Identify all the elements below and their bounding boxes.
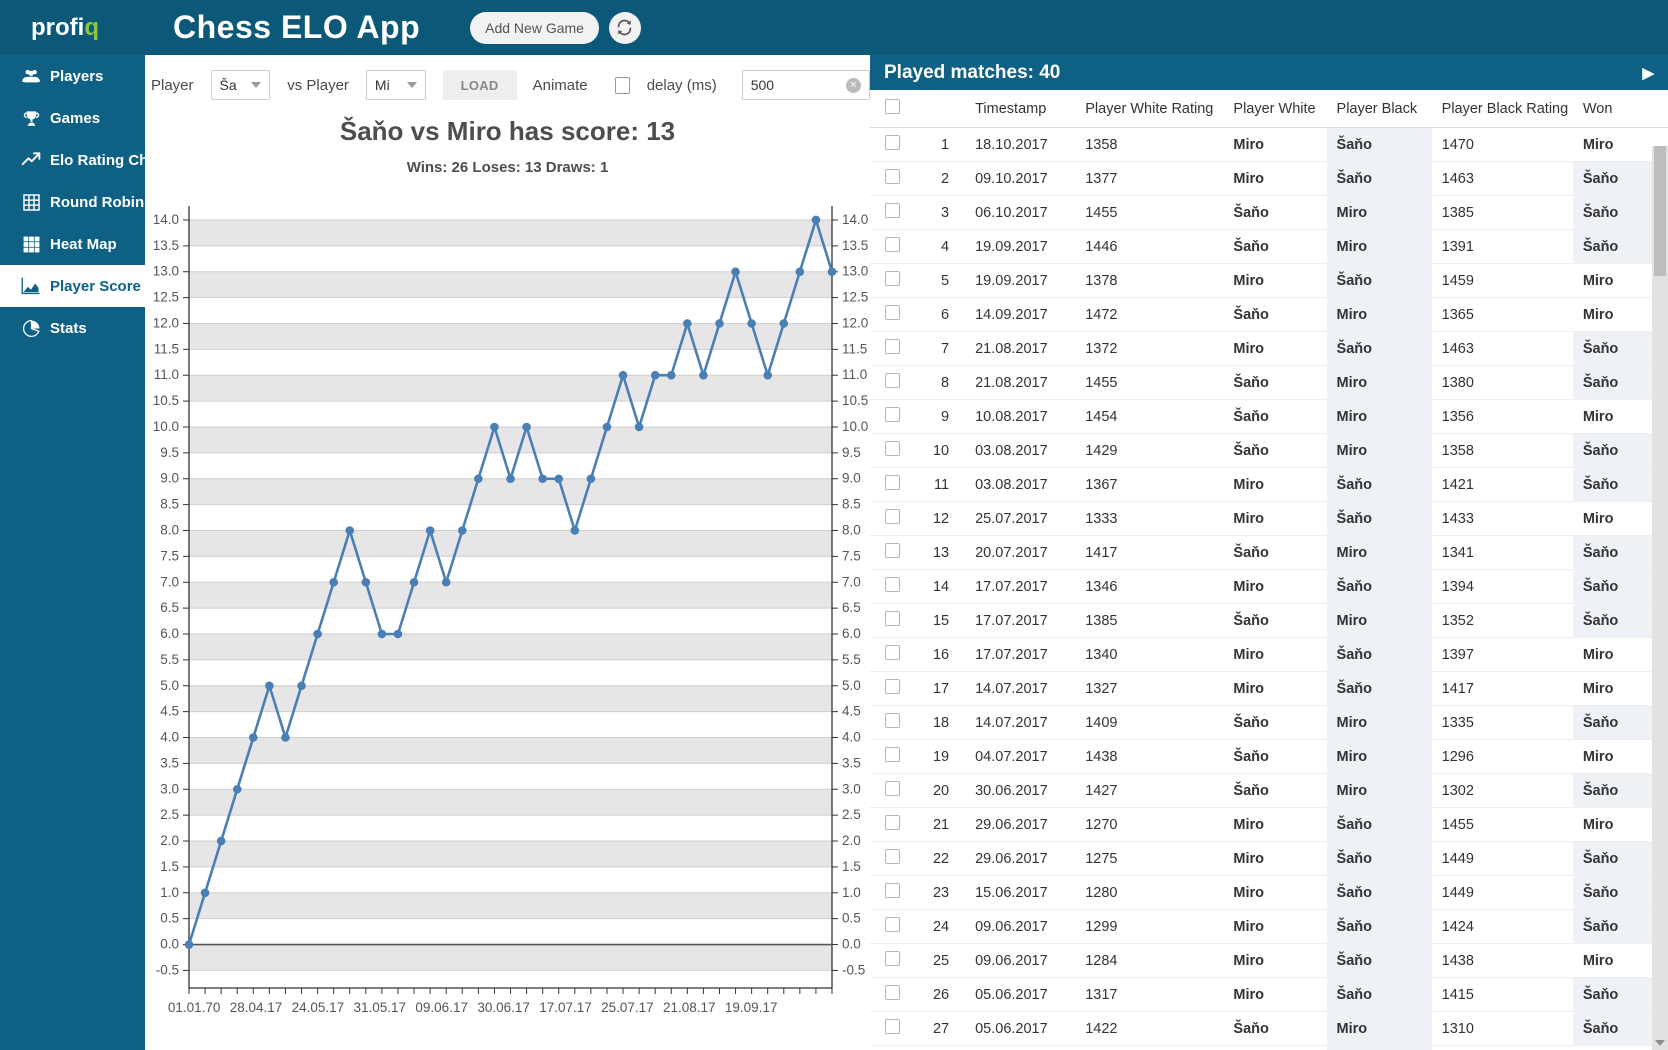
svg-text:8.0: 8.0	[160, 523, 179, 538]
svg-text:0.5: 0.5	[842, 911, 861, 926]
svg-text:12.5: 12.5	[153, 290, 179, 305]
svg-text:6.5: 6.5	[160, 600, 179, 615]
svg-text:12.0: 12.0	[153, 315, 179, 330]
svg-text:12.0: 12.0	[842, 315, 868, 330]
svg-text:7.5: 7.5	[160, 548, 179, 563]
svg-text:31.05.17: 31.05.17	[354, 1000, 407, 1015]
svg-text:11.0: 11.0	[842, 367, 867, 382]
svg-text:9.5: 9.5	[842, 445, 861, 460]
svg-text:25.07.17: 25.07.17	[601, 1000, 654, 1015]
svg-text:21.08.17: 21.08.17	[663, 1000, 716, 1015]
svg-text:7.5: 7.5	[842, 548, 861, 563]
svg-text:profiq: profiq	[31, 14, 99, 41]
svg-text:6.0: 6.0	[160, 626, 179, 641]
svg-text:6.0: 6.0	[842, 626, 861, 641]
svg-text:1.0: 1.0	[842, 885, 861, 900]
svg-text:4.5: 4.5	[842, 704, 861, 719]
svg-text:13.5: 13.5	[842, 238, 868, 253]
svg-text:14.0: 14.0	[842, 212, 868, 227]
svg-text:11.5: 11.5	[842, 341, 867, 356]
svg-text:8.5: 8.5	[160, 497, 179, 512]
svg-text:2.5: 2.5	[842, 807, 861, 822]
svg-text:1.0: 1.0	[160, 885, 179, 900]
svg-text:10.0: 10.0	[842, 419, 868, 434]
svg-text:6.5: 6.5	[842, 600, 861, 615]
svg-text:9.0: 9.0	[160, 471, 179, 486]
svg-text:01.01.70: 01.01.70	[168, 1000, 221, 1015]
svg-text:9.5: 9.5	[160, 445, 179, 460]
svg-text:13.0: 13.0	[842, 264, 868, 279]
svg-text:10.5: 10.5	[153, 393, 179, 408]
svg-text:-0.5: -0.5	[842, 962, 865, 977]
svg-text:3.0: 3.0	[842, 781, 861, 796]
svg-text:2.0: 2.0	[842, 833, 861, 848]
svg-text:2.0: 2.0	[160, 833, 179, 848]
svg-text:4.0: 4.0	[160, 730, 179, 745]
svg-text:-0.5: -0.5	[156, 962, 179, 977]
svg-text:13.0: 13.0	[153, 264, 179, 279]
svg-text:11.0: 11.0	[154, 367, 179, 382]
svg-text:30.06.17: 30.06.17	[477, 1000, 530, 1015]
svg-text:9.0: 9.0	[842, 471, 861, 486]
svg-text:0.0: 0.0	[842, 937, 861, 952]
svg-text:0.0: 0.0	[160, 937, 179, 952]
svg-text:3.5: 3.5	[842, 755, 861, 770]
svg-text:1.5: 1.5	[160, 859, 179, 874]
svg-text:10.0: 10.0	[153, 419, 179, 434]
svg-text:12.5: 12.5	[842, 290, 868, 305]
svg-text:5.5: 5.5	[842, 652, 861, 667]
svg-text:28.04.17: 28.04.17	[230, 1000, 283, 1015]
svg-text:0.5: 0.5	[160, 911, 179, 926]
svg-text:11.5: 11.5	[154, 341, 179, 356]
svg-text:24.05.17: 24.05.17	[292, 1000, 345, 1015]
svg-text:17.07.17: 17.07.17	[539, 1000, 592, 1015]
svg-text:3.5: 3.5	[160, 755, 179, 770]
svg-text:5.0: 5.0	[160, 678, 179, 693]
svg-text:10.5: 10.5	[842, 393, 868, 408]
svg-text:2.5: 2.5	[160, 807, 179, 822]
svg-text:8.5: 8.5	[842, 497, 861, 512]
svg-text:14.0: 14.0	[153, 212, 179, 227]
svg-text:4.0: 4.0	[842, 730, 861, 745]
svg-text:5.5: 5.5	[160, 652, 179, 667]
svg-text:3.0: 3.0	[160, 781, 179, 796]
svg-text:8.0: 8.0	[842, 523, 861, 538]
svg-text:1.5: 1.5	[842, 859, 861, 874]
svg-text:09.06.17: 09.06.17	[415, 1000, 468, 1015]
svg-text:4.5: 4.5	[160, 704, 179, 719]
svg-text:19.09.17: 19.09.17	[725, 1000, 778, 1015]
svg-text:7.0: 7.0	[160, 574, 179, 589]
svg-text:5.0: 5.0	[842, 678, 861, 693]
svg-text:7.0: 7.0	[842, 574, 861, 589]
svg-text:13.5: 13.5	[153, 238, 179, 253]
